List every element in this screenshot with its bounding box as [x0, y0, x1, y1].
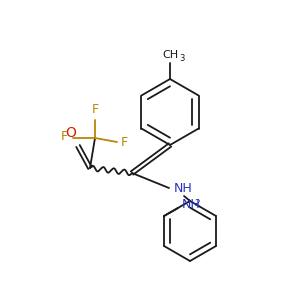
Text: 3: 3	[179, 54, 184, 63]
Text: NH: NH	[182, 199, 201, 212]
Text: 2: 2	[194, 199, 200, 208]
Text: F: F	[61, 130, 68, 143]
Text: CH: CH	[162, 50, 178, 60]
Text: F: F	[121, 136, 128, 148]
Text: O: O	[66, 126, 76, 140]
Text: NH: NH	[174, 182, 193, 196]
Text: F: F	[92, 103, 99, 116]
